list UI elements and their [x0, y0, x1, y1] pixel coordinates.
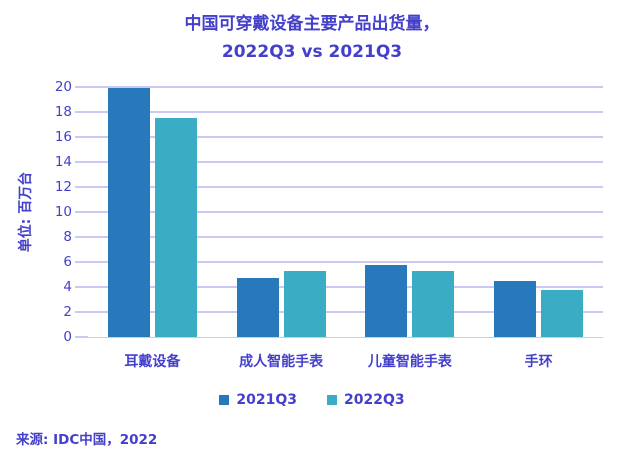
x-category-label: 儿童智能手表: [367, 354, 452, 370]
y-tick-label: 4: [63, 279, 72, 295]
bar-2022q3-2: [283, 270, 326, 337]
gridline: [88, 211, 603, 213]
source-note: 来源: IDC中国，2022: [16, 432, 158, 448]
y-tick-label: 6: [63, 254, 72, 270]
y-tick-label: 8: [63, 229, 72, 245]
y-tick-mark: [75, 111, 88, 113]
bar-2021q3-2: [236, 278, 279, 337]
legend-swatch-icon: [327, 395, 337, 405]
y-tick-mark: [75, 186, 88, 188]
y-tick-label: 2: [63, 304, 72, 320]
legend-label: 2021Q3: [236, 392, 297, 408]
bar-2022q3-1: [154, 118, 197, 337]
y-tick-mark: [75, 161, 88, 163]
bar-2021q3-3: [365, 264, 408, 337]
y-tick-label: 16: [54, 129, 72, 145]
gridline: [88, 286, 603, 288]
gridline: [88, 236, 603, 238]
gridline: [88, 111, 603, 113]
y-tick-label: 20: [54, 79, 72, 95]
gridline: [88, 86, 603, 88]
y-tick-label: 18: [54, 104, 72, 120]
y-tick-label: 0: [63, 329, 72, 345]
y-tick-label: 14: [54, 154, 72, 170]
y-tick-label: 10: [54, 204, 72, 220]
plot-area: [88, 86, 603, 337]
y-tick-mark: [75, 86, 88, 88]
y-tick-mark: [75, 136, 88, 138]
bar-2022q3-3: [412, 270, 455, 337]
bar-2021q3-4: [494, 280, 537, 337]
chart-title-line2: 2022Q3 vs 2021Q3: [221, 42, 403, 62]
legend-label: 2022Q3: [344, 392, 405, 408]
legend-item-2022q3: 2022Q3: [327, 392, 405, 408]
x-category-label: 手环: [524, 354, 553, 370]
bar-2021q3-1: [107, 88, 150, 337]
x-axis-line: [75, 336, 603, 338]
y-tick-mark: [75, 236, 88, 238]
gridline: [88, 161, 603, 163]
y-tick-mark: [75, 211, 88, 213]
gridline: [88, 136, 603, 138]
gridline: [88, 186, 603, 188]
x-category-label: 耳戴设备: [124, 354, 181, 370]
legend-item-2021q3: 2021Q3: [219, 392, 297, 408]
y-tick-mark: [75, 286, 88, 288]
gridline: [88, 261, 603, 263]
legend-swatch-icon: [219, 395, 230, 405]
chart-title: 中国可穿戴设备主要产品出货量， 2022Q3 vs 2021Q3: [0, 10, 624, 66]
legend: 2021Q3 2022Q3: [0, 392, 624, 408]
y-tick-mark: [75, 261, 88, 263]
x-category-label: 成人智能手表: [239, 354, 324, 370]
chart-title-line1: 中国可穿戴设备主要产品出货量，: [184, 14, 440, 34]
y-tick-mark: [75, 311, 88, 313]
y-tick-label: 12: [54, 179, 72, 195]
gridline: [88, 311, 603, 313]
bar-2022q3-4: [541, 289, 584, 337]
